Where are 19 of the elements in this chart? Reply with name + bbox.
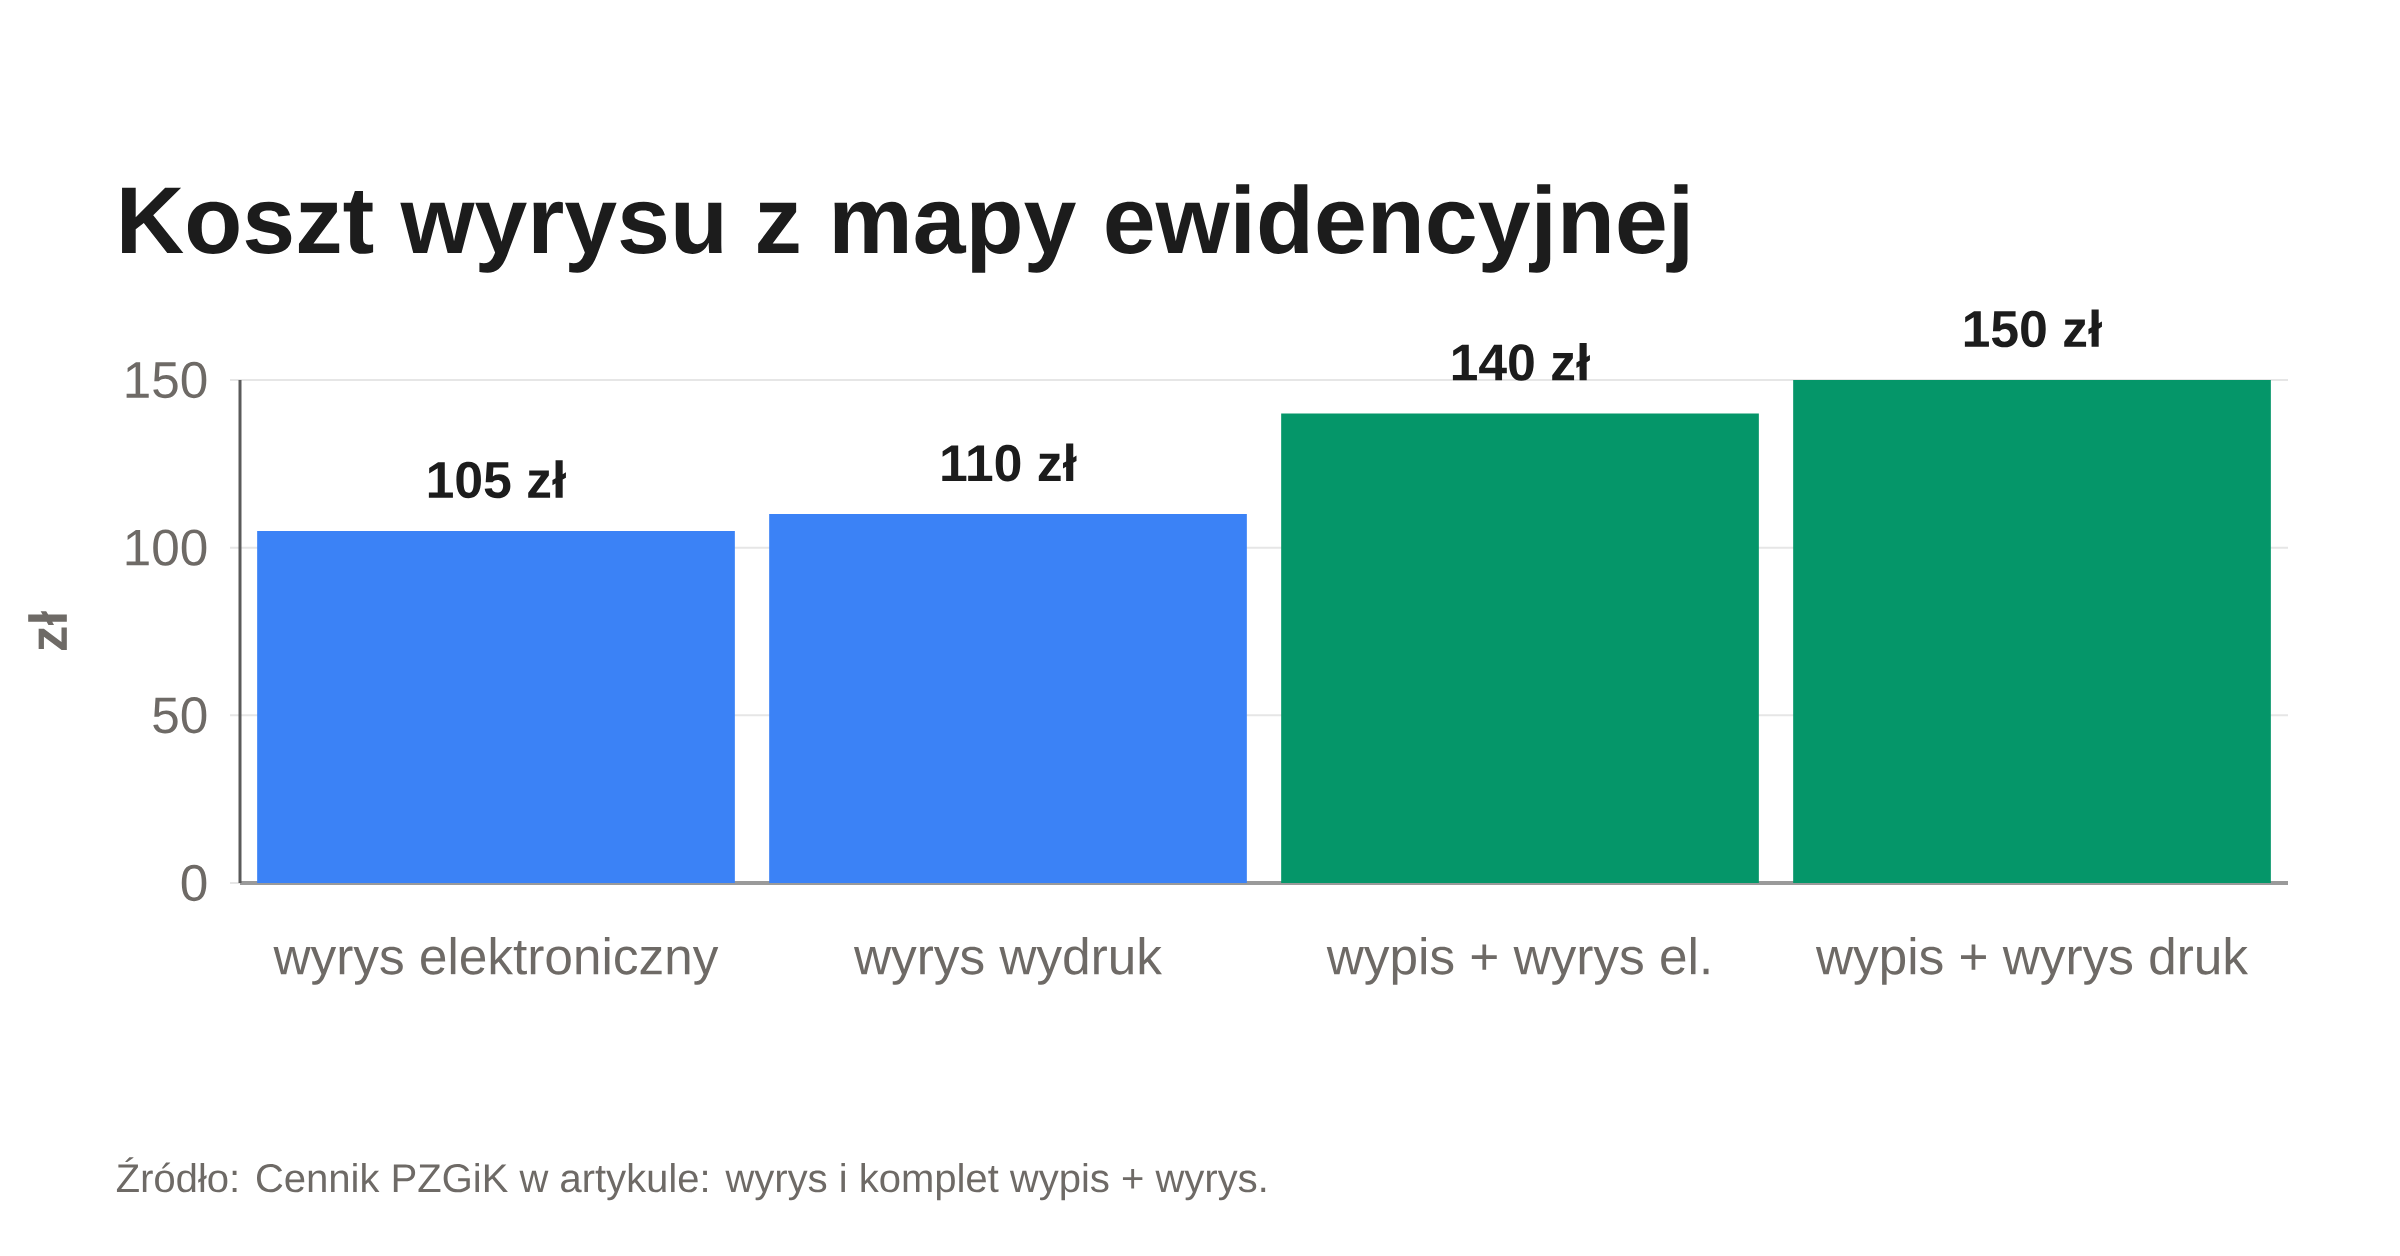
- y-tick-label: 0: [181, 864, 207, 902]
- bar: [257, 530, 735, 883]
- bar: [1793, 379, 2271, 883]
- x-tick-label: wyrys wydruk: [853, 936, 1162, 985]
- x-tick-label: wypis + wyrys druk: [1815, 936, 2249, 985]
- y-tick-label: 50: [153, 697, 207, 734]
- chart-title: Koszt wyrysu z mapy ewidencyjnej: [122, 184, 1688, 273]
- y-axis-title: zł: [28, 611, 67, 651]
- y-tick-label: 150: [126, 361, 207, 399]
- data-label: 110 zł: [942, 443, 1077, 482]
- data-label: 150 zł: [1964, 309, 2102, 348]
- bar: [769, 514, 1247, 883]
- data-label: 140 zł: [1452, 342, 1590, 381]
- bar: [1281, 413, 1759, 883]
- y-tick-label: 100: [126, 529, 207, 566]
- x-tick-label: wypis + wyrys el.: [1326, 936, 1709, 985]
- text: Źródło: Cennik PZGiK w artykule: wyrys i komplet wypis + wyrys.: [116, 1157, 1266, 1201]
- data-label: 105 zł: [428, 460, 566, 499]
- x-tick-label: wyrys elektroniczny: [273, 936, 719, 985]
